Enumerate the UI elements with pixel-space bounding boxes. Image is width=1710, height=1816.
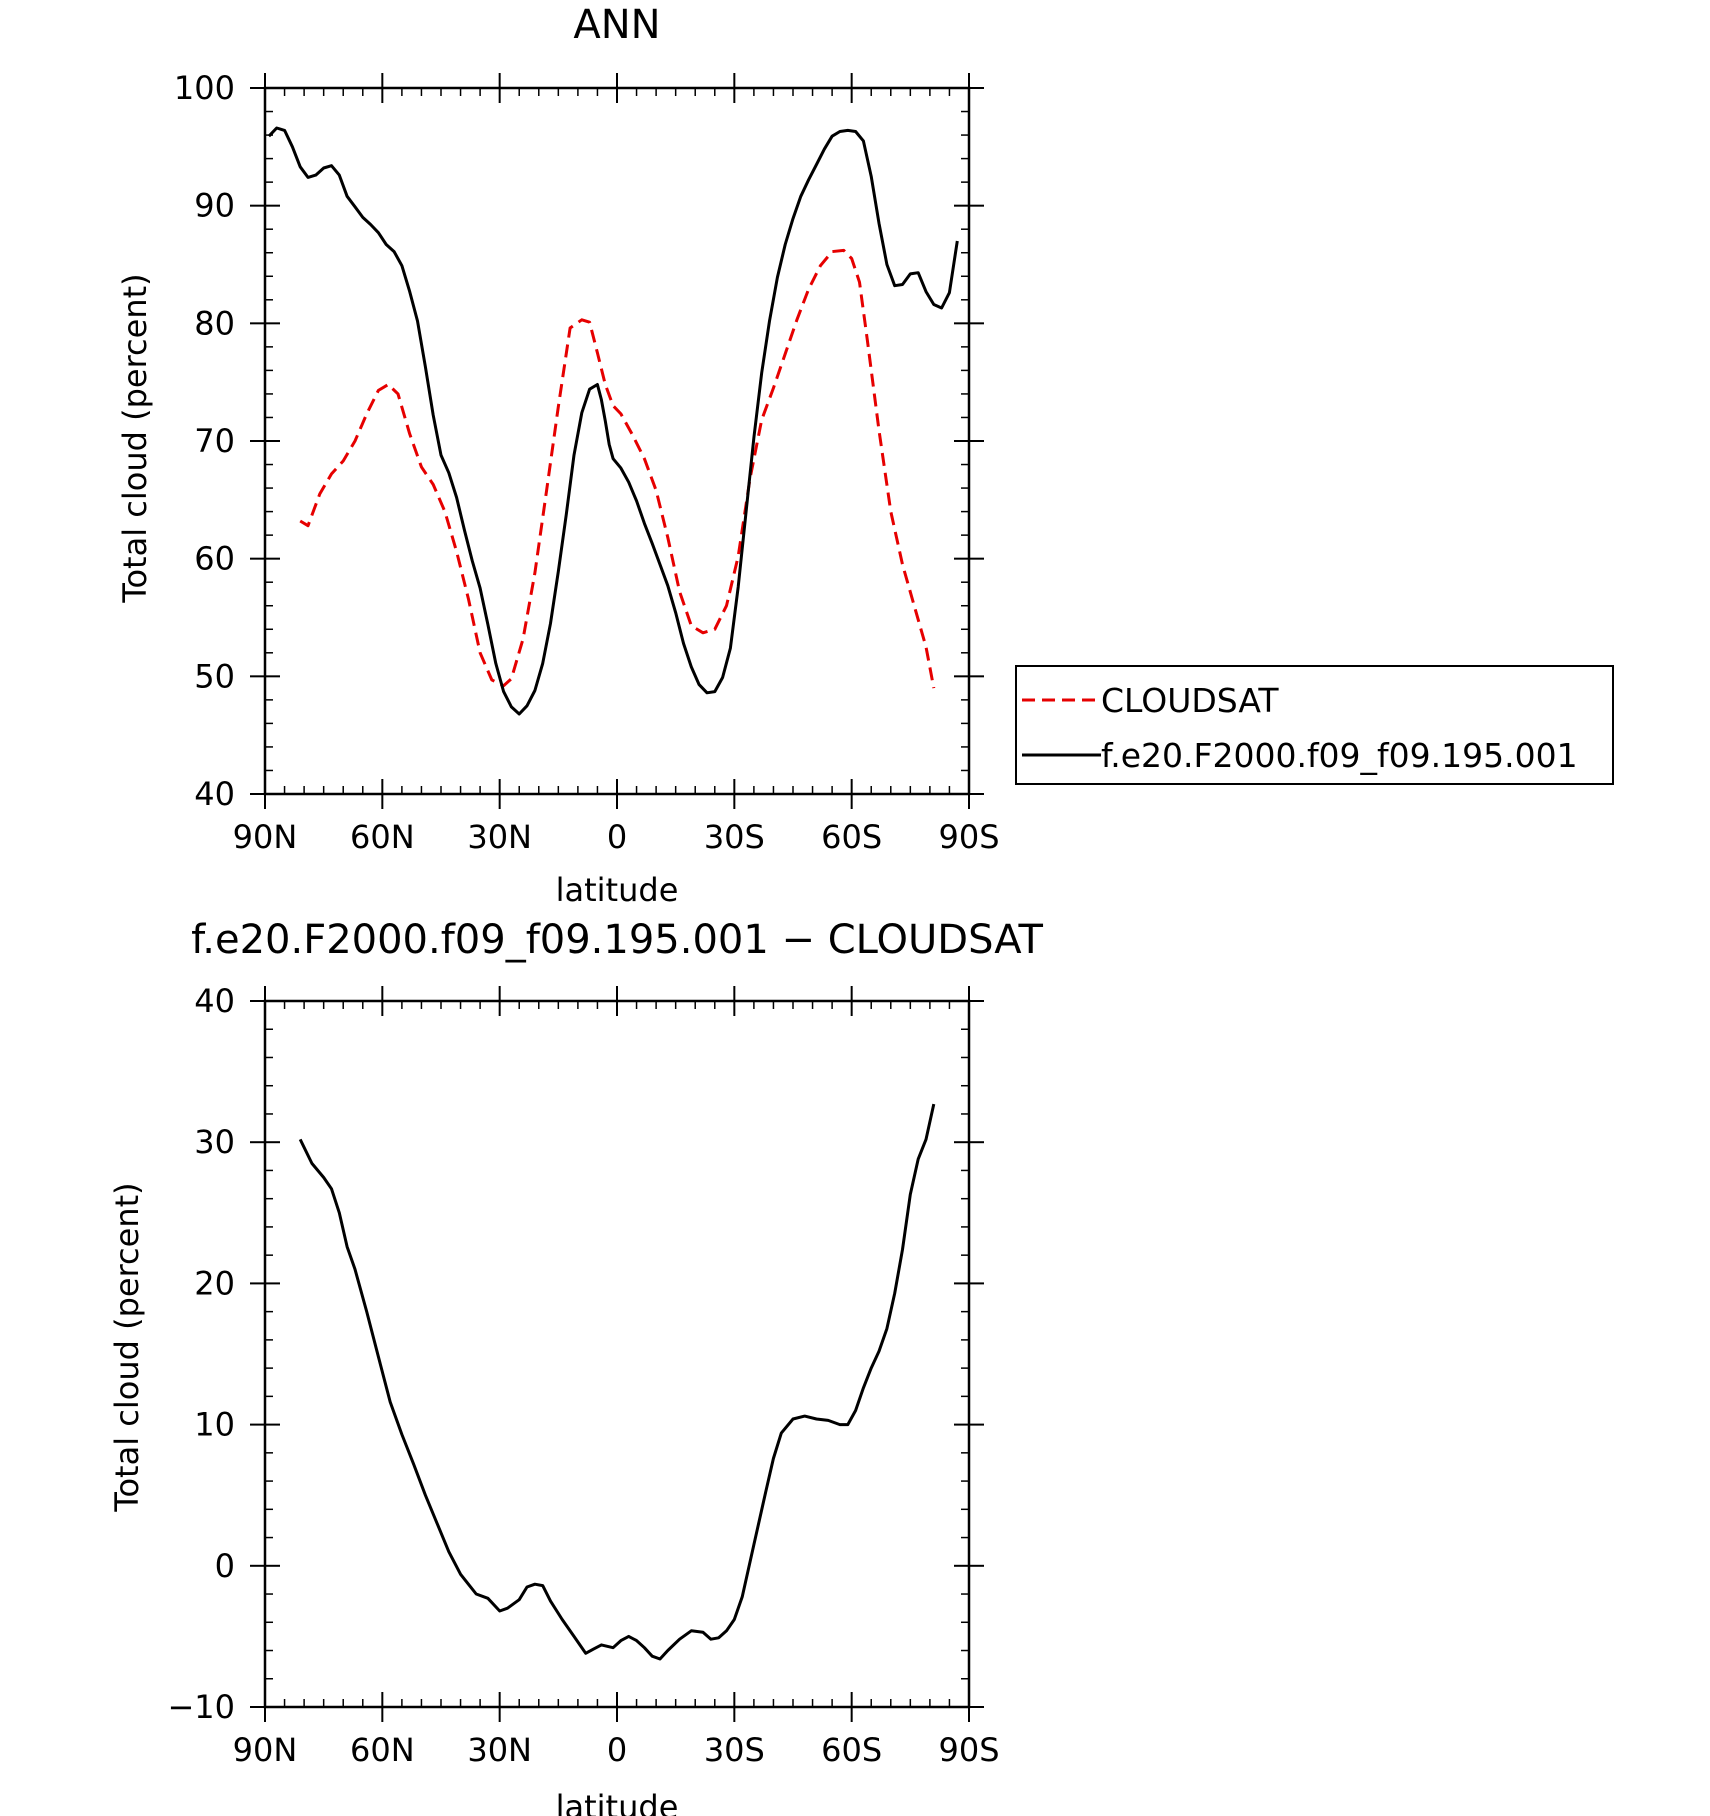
legend-label-model: f.e20.F2000.f09_f09.195.001	[1101, 736, 1578, 775]
bottom-y-tick-label: −10	[167, 1688, 235, 1726]
top-y-tick-label: 90	[194, 187, 235, 225]
bottom-x-tick-label: 30S	[704, 1731, 765, 1769]
bottom-y-tick-label: 0	[215, 1547, 235, 1585]
top-x-tick-label: 60S	[821, 818, 882, 856]
legend: CLOUDSAT f.e20.F2000.f09_f09.195.001	[1015, 665, 1614, 785]
top-x-axis-label: latitude	[556, 871, 679, 909]
bottom-x-axis-label: latitude	[556, 1788, 679, 1816]
top-y-tick-label: 60	[194, 540, 235, 578]
bottom-x-tick-label: 60S	[821, 1731, 882, 1769]
bottom-series-line-0	[298, 1103, 936, 1661]
top-panel: ANN latitude Total cloud (percent) 90N 60…	[116, 2, 1000, 909]
bottom-x-tick-label: 90S	[938, 1731, 999, 1769]
top-chart-title: ANN	[573, 2, 660, 48]
top-y-axis-label: Total cloud (percent)	[116, 273, 154, 603]
bottom-y-tick-label: 10	[194, 1406, 235, 1444]
bottom-y-tick-label: 20	[194, 1264, 235, 1302]
top-axis-ticks	[250, 73, 984, 809]
bottom-y-tick-label: 30	[194, 1123, 235, 1161]
top-y-tick-label: 70	[194, 422, 235, 460]
top-y-tick-label: 80	[194, 304, 235, 342]
bottom-plot-frame	[263, 999, 971, 1709]
top-y-tick-label: 40	[194, 775, 235, 813]
bottom-y-axis-label: Total cloud (percent)	[108, 1182, 146, 1512]
top-series-lines	[267, 126, 959, 716]
top-x-tick-label: 30N	[467, 818, 532, 856]
legend-label-cloudsat: CLOUDSAT	[1101, 681, 1279, 720]
bottom-axis-ticks	[250, 986, 984, 1722]
top-series-line-1	[267, 126, 959, 716]
top-x-tick-label: 0	[607, 818, 627, 856]
bottom-x-tick-label: 90N	[233, 1731, 298, 1769]
top-plot-frame	[263, 86, 971, 796]
top-y-tick-label: 50	[194, 657, 235, 695]
top-x-tick-label: 90N	[233, 818, 298, 856]
bottom-tick-labels: 90N 60N 30N 0 30S 60S 90S −10 0 10 20 30 40	[167, 982, 999, 1769]
bottom-x-tick-label: 30N	[467, 1731, 532, 1769]
top-x-tick-label: 90S	[938, 818, 999, 856]
top-tick-labels: 90N 60N 30N 0 30S 60S 90S 40 50 60 70 80 90 100	[174, 69, 1000, 856]
bottom-x-tick-label: 0	[607, 1731, 627, 1769]
legend-box	[1015, 665, 1614, 785]
bottom-x-tick-label: 60N	[350, 1731, 415, 1769]
bottom-panel: f.e20.F2000.f09_f09.195.001 − CLOUDSAT l…	[108, 917, 1043, 1816]
bottom-y-tick-label: 40	[194, 982, 235, 1020]
bottom-chart-title: f.e20.F2000.f09_f09.195.001 − CLOUDSAT	[191, 917, 1043, 963]
top-x-tick-label: 60N	[350, 818, 415, 856]
top-series-line-0	[299, 248, 936, 689]
bottom-series-lines	[298, 1103, 936, 1661]
top-x-tick-label: 30S	[704, 818, 765, 856]
top-y-tick-label: 100	[174, 69, 235, 107]
